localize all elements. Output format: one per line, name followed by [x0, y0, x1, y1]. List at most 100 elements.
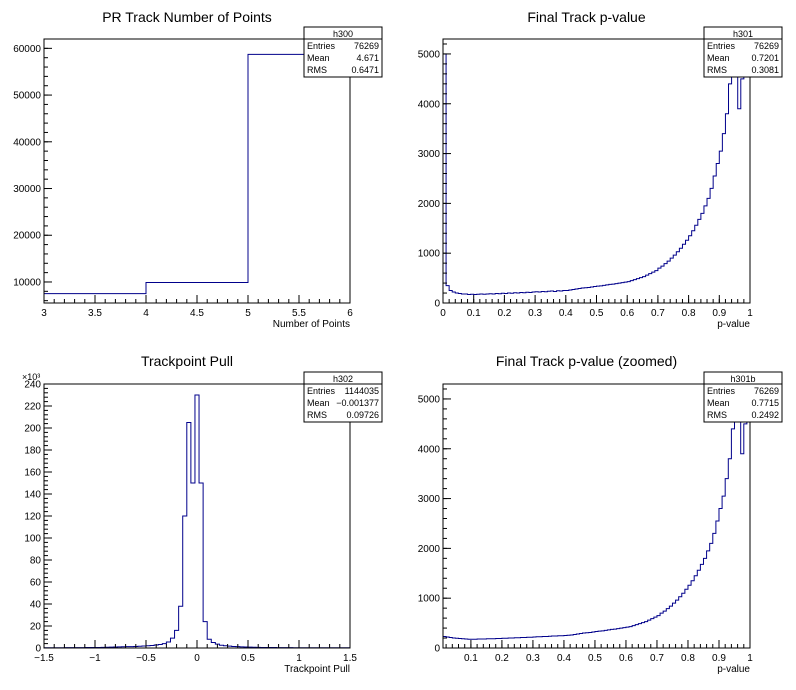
histogram-bin [679, 248, 682, 303]
y-tick-label: 60 [30, 578, 42, 589]
x-tick-label: −0.5 [136, 653, 156, 664]
histogram-bin [725, 114, 728, 303]
histogram-bin [707, 551, 710, 648]
histogram-bin [725, 479, 728, 648]
histogram-bin [195, 395, 199, 648]
chart-0: PR Track Number of Points 3 3.5 4 4.5 5 5.5 6 10… [13, 9, 383, 330]
histogram-bin [648, 620, 651, 648]
stats-mean-value: 0.7715 [751, 398, 779, 408]
y-tick-label: 0 [434, 644, 440, 655]
histogram-bin [731, 429, 734, 648]
y-tick-label: 10000 [13, 277, 41, 288]
x-axis-label: Trackpoint Pull [284, 664, 350, 675]
y-tick-label: 240 [24, 380, 41, 391]
histogram-bin [722, 496, 725, 648]
y-tick-label: 40000 [13, 137, 41, 148]
x-tick-label: 1 [747, 308, 753, 319]
y-tick-label: 60000 [13, 44, 41, 55]
stats-name: h300 [333, 29, 353, 39]
histogram-bin [646, 275, 649, 303]
histogram-bin [187, 423, 191, 649]
histogram-bin [191, 483, 195, 648]
stats-box: h300 Entries 76269 Mean 4.671 RMS 0.6471 [303, 26, 383, 78]
histogram-bin [660, 613, 663, 648]
y-tick-label: 4000 [418, 444, 441, 455]
histogram-bin [732, 54, 735, 303]
x-tick-label: 6 [347, 308, 353, 319]
histogram-bin [734, 399, 737, 648]
histogram-bin [741, 79, 744, 303]
histogram-bin [661, 266, 664, 303]
x-tick-label: 0.9 [712, 308, 726, 319]
x-tick-label: 0.7 [651, 308, 665, 319]
histogram-bin [729, 84, 732, 303]
y-tick-label: 80 [30, 556, 42, 567]
x-tick-label: 4 [143, 308, 149, 319]
y-tick-label: 2000 [418, 544, 441, 555]
x-tick-label: −1 [89, 653, 101, 664]
chart-title: Trackpoint Pull [141, 353, 233, 369]
x-tick-label: 0.4 [559, 308, 573, 319]
histogram-bin [686, 240, 689, 303]
histogram-bin [203, 622, 207, 648]
stats-mean-value: −0.001377 [336, 398, 379, 408]
histogram-bin [682, 593, 685, 648]
chart-title: PR Track Number of Points [102, 9, 272, 25]
y-tick-label: 1000 [418, 594, 441, 605]
stats-entries-value: 76269 [754, 386, 779, 396]
histogram-line [442, 383, 751, 648]
stats-rms-value: 0.2492 [751, 410, 779, 420]
histogram-bin [719, 151, 722, 303]
histogram-bin [248, 54, 350, 303]
x-tick-label: 0.5 [590, 308, 604, 319]
histogram-bin [679, 597, 682, 648]
chart-2: Trackpoint Pull −1.5 −1 −0.5 0 0.5 1 1.5 0 20 40 60… [22, 353, 383, 675]
x-tick-label: 0.1 [467, 308, 481, 319]
histogram-bin [666, 609, 669, 648]
x-tick-label: 0.5 [241, 653, 255, 664]
y-tick-label: 40 [30, 600, 42, 611]
x-tick-label: 1 [296, 653, 302, 664]
y-tick-label: 140 [24, 490, 41, 501]
chart-3: Final Track p-value (zoomed) 0.1 0.2 0.3 0.4… [418, 353, 783, 675]
histogram-bin [664, 264, 667, 303]
y-tick-label: 5000 [418, 394, 441, 405]
y-tick-label: 160 [24, 468, 41, 479]
stats-mean-value: 4.671 [356, 53, 379, 63]
histogram-bin [672, 603, 675, 648]
histogram-bin [713, 533, 716, 648]
histogram-bin [703, 558, 706, 648]
y-tick-label: 50000 [13, 91, 41, 102]
stats-rms-label: RMS [707, 65, 727, 75]
stats-rms-label: RMS [307, 410, 327, 420]
chart-1: Final Track p-value 0 0.1 0.2 0.3 0.4 0.5 0.6 0.… [418, 9, 783, 330]
x-tick-label: 0.6 [619, 653, 633, 664]
y-tick-label: 3000 [418, 494, 441, 505]
x-tick-label: 4.5 [190, 308, 204, 319]
y-tick-label: 0 [434, 299, 440, 310]
histogram-bin [695, 225, 698, 303]
stats-rms-value: 0.6471 [351, 65, 379, 75]
histogram-bin [183, 516, 187, 648]
x-tick-label: 5 [245, 308, 251, 319]
x-axis-label: p-value [717, 664, 750, 675]
x-tick-label: 0.9 [712, 653, 726, 664]
x-tick-label: 0 [440, 308, 446, 319]
histogram-bin [669, 606, 672, 648]
y-exponent-label: ×10³ [22, 372, 40, 382]
x-tick-label: 3 [41, 308, 47, 319]
histogram-bin [707, 198, 710, 303]
x-tick-label: −1.5 [34, 653, 54, 664]
stats-entries-label: Entries [307, 41, 336, 51]
stats-rms-label: RMS [307, 65, 327, 75]
x-tick-label: 1.5 [343, 653, 357, 664]
stats-box: h301b Entries 76269 Mean 0.7715 RMS 0.2492 [703, 371, 783, 423]
histogram-bin [207, 639, 211, 648]
stats-rms-value: 0.09726 [346, 410, 379, 420]
x-tick-label: 0 [194, 653, 200, 664]
histogram-bin [689, 236, 692, 303]
x-tick-label: 0.3 [528, 308, 542, 319]
histogram-bin [670, 258, 673, 303]
stats-name: h301b [730, 374, 755, 384]
histogram-bin [170, 638, 174, 648]
